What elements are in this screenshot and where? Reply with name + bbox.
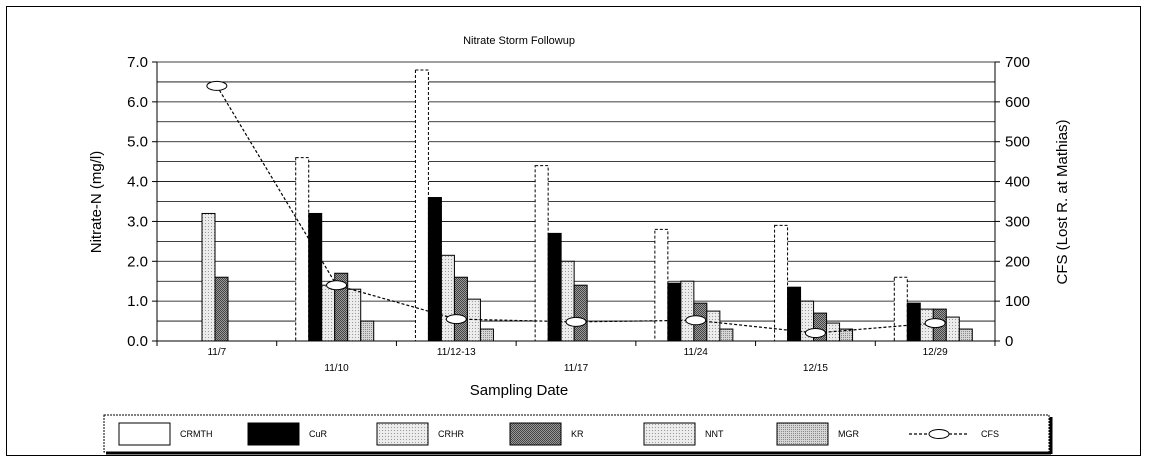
cfs-point <box>685 315 707 326</box>
y-tick-labels: 0.0 1.0 2.0 3.0 4.0 5.0 6.0 7.0 <box>127 54 157 350</box>
bar-crmth <box>534 165 549 342</box>
x-category-label: 11/24 <box>684 347 709 358</box>
legend-swatch <box>776 422 829 446</box>
bar-nnt <box>826 322 841 342</box>
bar-mgr <box>479 328 494 342</box>
legend-swatch <box>643 422 696 446</box>
axes <box>156 62 996 342</box>
bar-cur <box>906 302 921 342</box>
bar-crhr <box>440 254 455 342</box>
bar-nnt <box>945 316 960 342</box>
y2-tick-label: 500 <box>1005 134 1030 151</box>
bar-nnt <box>466 298 481 342</box>
bar-crmth <box>774 224 789 342</box>
chart-title: Nitrate Storm Followup <box>463 35 575 47</box>
legend-label: CFS <box>981 429 999 439</box>
x-axis-label: Sampling Date <box>470 382 568 399</box>
bar-nnt <box>706 310 721 342</box>
legend-swatch <box>118 422 171 446</box>
cfs-point <box>565 316 587 327</box>
legend-item-cur: CuR <box>247 422 328 446</box>
y-tick-label: 7.0 <box>127 54 148 71</box>
x-category-label: 11/12-13 <box>437 347 476 358</box>
legend-item-cfs: CFS <box>909 429 999 439</box>
bar-cur <box>547 232 562 342</box>
bar-crhr <box>680 280 695 342</box>
legend-item-kr: KR <box>509 422 584 446</box>
y2-tick-label: 400 <box>1005 174 1030 191</box>
legend-swatch <box>247 422 300 446</box>
legend-marker <box>928 429 950 439</box>
bar-kr <box>214 276 229 342</box>
cfs-point <box>924 318 946 329</box>
x-category-label: 11/10 <box>324 363 349 374</box>
bar-mgr <box>360 320 375 342</box>
legend-label: CRHR <box>438 429 464 439</box>
gridlines <box>157 61 995 322</box>
chart-frame: Nitrate Storm Followup 0.0 1.0 2.0 3.0 4.0 5.… <box>6 6 1141 456</box>
bar-kr <box>453 276 468 342</box>
bar-crmth <box>295 157 310 342</box>
bar-cur <box>667 282 682 342</box>
y-tick-label: 2.0 <box>127 253 148 270</box>
bar-crhr <box>321 284 336 342</box>
y2-tick-label: 0 <box>1005 333 1013 350</box>
y-tick-label: 3.0 <box>127 213 148 230</box>
legend-swatch <box>509 422 562 446</box>
legend: CRMTH CuR CRHR KR NNT MGR CFS <box>103 414 1053 455</box>
x-category-label: 12/29 <box>923 347 948 358</box>
bar-mgr <box>719 328 734 342</box>
bar-crhr <box>560 260 575 342</box>
legend-item-crmth: CRMTH <box>118 422 213 446</box>
bar-crhr <box>201 212 216 342</box>
y2-tick-label: 700 <box>1005 54 1030 71</box>
y-axis-label: Nitrate-N (mg/l) <box>88 151 105 254</box>
bar-mgr <box>958 328 973 342</box>
y-tick-label: 1.0 <box>127 293 148 310</box>
y2-tick-label: 600 <box>1005 94 1030 111</box>
legend-label: KR <box>571 429 584 439</box>
nitrate-chart: Nitrate Storm Followup 0.0 1.0 2.0 3.0 4.0 5.… <box>88 35 1071 455</box>
bars <box>201 69 973 342</box>
bar-kr <box>573 284 588 342</box>
y-tick-label: 4.0 <box>127 174 148 191</box>
y2-tick-label: 200 <box>1005 253 1030 270</box>
legend-item-mgr: MGR <box>776 422 859 446</box>
legend-label: NNT <box>705 429 724 439</box>
y-tick-label: 0.0 <box>127 333 148 350</box>
bar-cur <box>308 212 323 342</box>
legend-label: MGR <box>838 429 859 439</box>
x-category-label: 12/15 <box>803 363 828 374</box>
bar-nnt <box>347 288 362 342</box>
cfs-series-line <box>206 80 946 339</box>
y2-tick-label: 100 <box>1005 293 1030 310</box>
bar-crmth <box>654 228 669 342</box>
x-category-label: 11/17 <box>564 363 589 374</box>
y-tick-label: 5.0 <box>127 134 148 151</box>
y2-tick-labels: 0 100 200 300 400 500 600 700 <box>995 54 1030 350</box>
bar-crmth <box>893 276 908 342</box>
cfs-point <box>804 328 826 339</box>
legend-item-crhr: CRHR <box>376 422 464 446</box>
bar-cur <box>787 286 802 342</box>
legend-swatch <box>376 422 429 446</box>
legend-item-nnt: NNT <box>643 422 724 446</box>
cfs-point <box>445 314 467 325</box>
cfs-point <box>326 280 348 291</box>
x-category-label: 11/7 <box>207 347 226 358</box>
legend-label: CRMTH <box>180 429 213 439</box>
y2-tick-label: 300 <box>1005 213 1030 230</box>
x-category-labels: 11/7 11/10 11/12-13 11/17 11/24 12/15 12/29 <box>156 341 996 374</box>
legend-label: CuR <box>309 429 328 439</box>
y-tick-label: 6.0 <box>127 94 148 111</box>
bar-crmth <box>414 69 429 342</box>
y2-axis-label: CFS (Lost R. at Mathias) <box>1054 119 1071 284</box>
bar-cur <box>427 197 442 342</box>
cfs-point <box>206 80 228 91</box>
